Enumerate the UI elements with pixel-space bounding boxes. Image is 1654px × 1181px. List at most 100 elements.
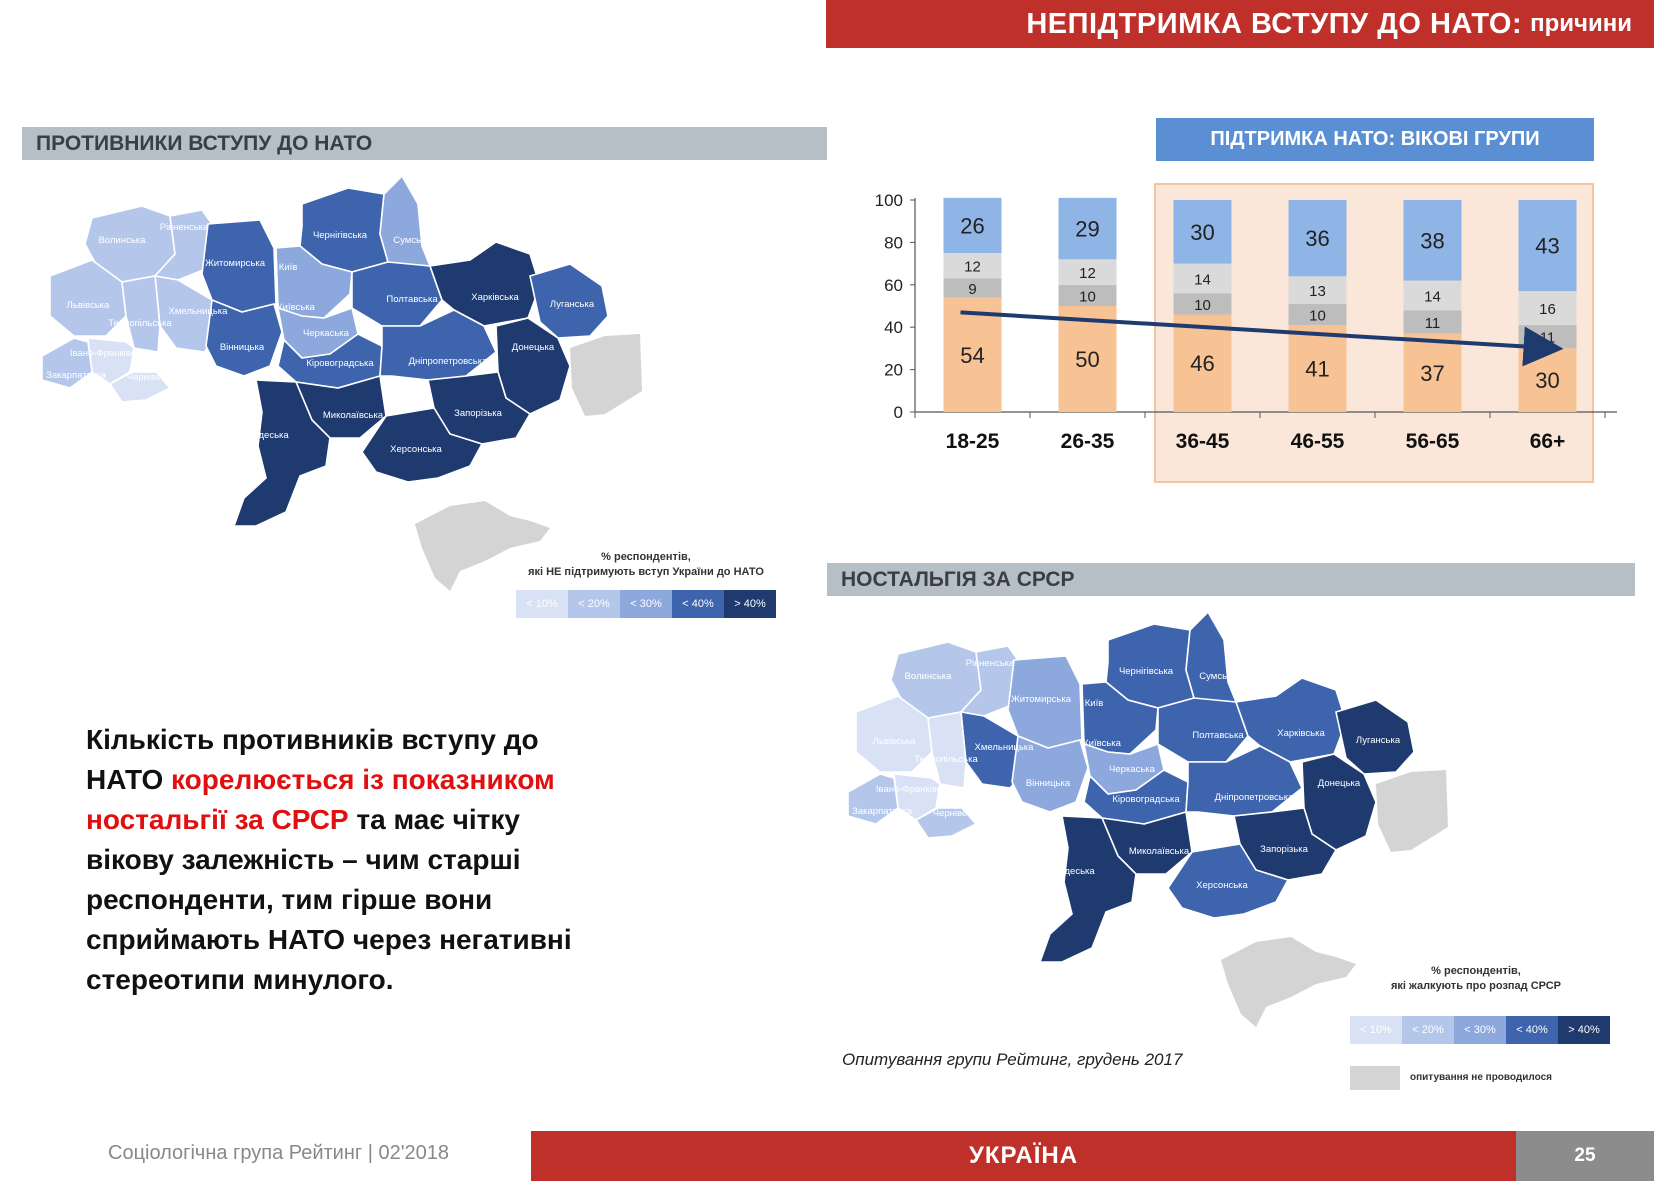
source-note: Опитування групи Рейтинг, грудень 2017 — [842, 1050, 1183, 1069]
data-label: 10 — [1194, 297, 1211, 314]
conclusion-part-1: Кількість противників вступу до НАТО — [86, 724, 539, 795]
region-label: Івано-Франківська — [876, 784, 957, 795]
nostalgia-legend-item: > 40% — [1558, 1016, 1610, 1044]
region-label: Сумська — [1199, 671, 1237, 682]
data-label: 16 — [1539, 301, 1556, 318]
opponents-legend-item: > 40% — [724, 590, 776, 618]
data-label: 38 — [1420, 228, 1444, 253]
data-label: 26 — [960, 213, 984, 238]
opponents-region-labels: Волинська Рівненська Житомирська Київ Черніг… — [46, 222, 595, 455]
region-label: Житомирська — [205, 258, 266, 269]
region-label: Луганська — [1356, 735, 1401, 746]
bar-segment — [1518, 200, 1577, 292]
region-label: Миколаївська — [1129, 846, 1190, 857]
region-label: Миколаївська — [323, 410, 384, 421]
nostalgia-map: Волинська Рівненська Житомирська Київ Черніг… — [847, 612, 1448, 1027]
region-Луганська — [529, 263, 609, 339]
region-Тернопільська — [121, 275, 161, 353]
legend-title-line-2: які НЕ підтримують вступ України до НАТО — [528, 566, 764, 578]
nostalgia-legend-item: < 30% — [1454, 1016, 1506, 1044]
y-tick-label: 60 — [884, 276, 903, 295]
y-tick-label: 100 — [875, 191, 903, 210]
legend-title-line-1: % респондентів, — [601, 551, 691, 563]
opponents-map: Волинська Рівненська Житомирська Київ Черніг… — [41, 176, 642, 591]
data-label: 30 — [1190, 220, 1214, 245]
region-label: Львівська — [873, 736, 916, 747]
region-label: Донецька — [1318, 778, 1361, 789]
data-label: 46 — [1190, 351, 1214, 376]
data-label: 36 — [1305, 226, 1329, 251]
region-Сумська — [379, 176, 432, 271]
region-Львівська — [855, 695, 933, 773]
region-Полтавська — [351, 261, 443, 327]
footer-country: УКРАЇНА — [531, 1131, 1516, 1181]
region-Одеська — [232, 379, 331, 527]
nostalgia-region-labels: Волинська Рівненська Житомирська Київ Черніг… — [852, 658, 1401, 891]
y-tick-label: 40 — [884, 318, 903, 337]
region-Полтавська — [1157, 697, 1249, 763]
bar-segment — [1288, 200, 1347, 277]
region-label: Полтавська — [386, 294, 438, 305]
banner-title: НЕПІДТРИМКА ВСТУПУ ДО НАТО: — [1026, 7, 1523, 40]
region-label: Житомирська — [1011, 694, 1072, 705]
nostalgia-legend: < 10% < 20% < 30% < 40% > 40% — [1350, 1016, 1610, 1044]
opponents-legend-item: < 10% — [516, 590, 568, 618]
data-label: 11 — [1425, 315, 1441, 332]
region-label: Кіровоградська — [1112, 794, 1180, 805]
region-Чернівецька — [108, 371, 172, 403]
conclusion-part-2: та має чітку вікову залежність – чим ста… — [86, 804, 572, 995]
x-category-label: 46-55 — [1291, 430, 1345, 453]
bar-segment — [1173, 293, 1232, 315]
legend-title-line-1: % респондентів, — [1431, 965, 1521, 977]
opponents-header: ПРОТИВНИКИ ВСТУПУ ДО НАТО — [22, 127, 827, 160]
data-label: 13 — [1309, 283, 1326, 300]
opponents-regions — [41, 176, 609, 527]
data-label: 54 — [960, 343, 984, 368]
bar-segment — [1173, 200, 1232, 264]
bar-segment — [943, 297, 1002, 412]
top-banner: НЕПІДТРИМКА ВСТУПУ ДО НАТО: причини — [826, 0, 1654, 48]
region-Сумська — [1185, 612, 1238, 707]
occupied-east-shape — [570, 334, 642, 416]
region-label: Київська — [277, 302, 315, 313]
bar-segment — [1173, 314, 1232, 412]
region-Одеська — [1038, 815, 1137, 963]
footer-organization: Соціологічна група Рейтинг | 02'2018 — [108, 1142, 450, 1164]
region-label: Київська — [1083, 738, 1121, 749]
bar-segment — [1058, 259, 1117, 285]
age-support-chart: 0 20 40 60 80 100 18-25 26-35 36-45 46-55 56-65 66+… — [875, 191, 1617, 453]
y-tick-label: 0 — [894, 403, 903, 422]
not-conducted-swatch — [1350, 1066, 1400, 1090]
region-label: Хмельницька — [975, 742, 1035, 753]
region-label: Чернівецька — [127, 372, 182, 383]
opponents-legend-item: < 20% — [568, 590, 620, 618]
trend-arrow — [960, 310, 1564, 367]
bar-segment — [1288, 325, 1347, 412]
region-label: Чернігівська — [1119, 666, 1174, 677]
nostalgia-legend-item: < 10% — [1350, 1016, 1402, 1044]
data-label: 50 — [1075, 347, 1099, 372]
y-tick-label: 80 — [884, 233, 903, 252]
region-label: Чернігівська — [313, 230, 368, 241]
region-Луганська — [1335, 699, 1415, 775]
region-label: Рівненська — [966, 658, 1015, 669]
data-label: 29 — [1075, 217, 1099, 242]
region-label: Закарпатська — [46, 370, 106, 381]
region-label: Запорізька — [454, 408, 503, 419]
data-label: 41 — [1305, 357, 1329, 382]
region-label: Закарпатська — [852, 806, 912, 817]
age-chart-header: ПІДТРИМКА НАТО: ВІКОВІ ГРУПИ — [1156, 118, 1594, 161]
region-label: Одеська — [251, 430, 289, 441]
data-label: 10 — [1079, 288, 1096, 305]
crimea-shape — [415, 501, 550, 591]
region-label: Кіровоградська — [306, 358, 374, 369]
x-category-label: 18-25 — [946, 430, 1000, 453]
crimea-shape — [1221, 937, 1356, 1027]
region-Рівненська — [153, 209, 213, 281]
region-label: Івано-Франківська — [70, 348, 151, 359]
data-label: 12 — [964, 259, 981, 276]
bar-segment — [1403, 310, 1462, 334]
region-label: Чернівецька — [933, 808, 988, 819]
bar-segment — [1058, 306, 1117, 412]
region-Чернівецька — [914, 807, 978, 839]
